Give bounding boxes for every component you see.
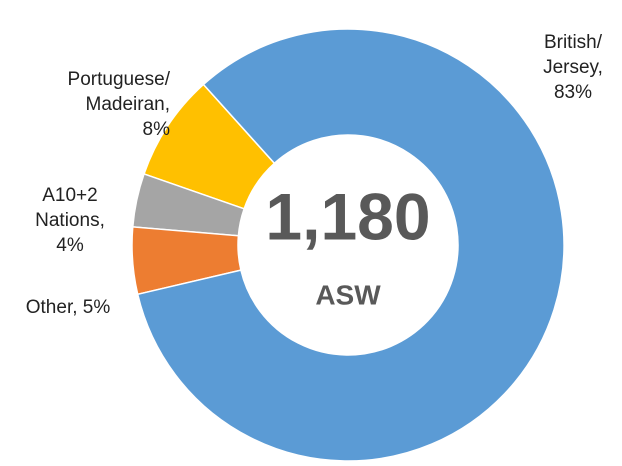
- center-value: 1,180: [265, 179, 430, 253]
- donut-segment: [136, 28, 565, 462]
- data-label: Other, 5%: [25, 297, 111, 318]
- data-label: Portuguese/ Madeiran, 8%: [67, 69, 170, 140]
- data-label: British/ Jersey, 83%: [543, 32, 603, 103]
- donut-segment: [131, 226, 242, 296]
- center-label: ASW: [315, 279, 381, 310]
- donut-segment: [131, 173, 246, 237]
- data-label: A10+2 Nations, 4%: [35, 185, 105, 256]
